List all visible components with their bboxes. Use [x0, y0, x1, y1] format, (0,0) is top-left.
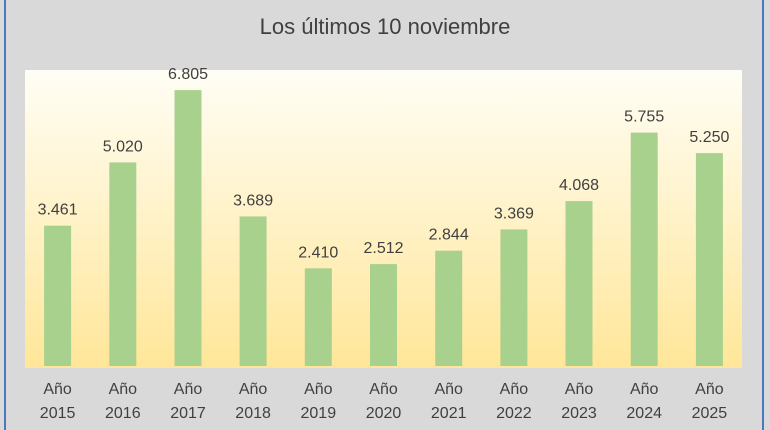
x-tick-label: Año 2019 [301, 381, 337, 422]
bar-2022 [500, 229, 528, 366]
x-tick-label: Año 2018 [235, 381, 271, 422]
data-label: 6.805 [168, 66, 208, 83]
bar-2020 [370, 264, 397, 366]
bar-2016 [109, 162, 137, 366]
x-tick-label: Año 2025 [692, 381, 728, 422]
x-tick-label: Año 2015 [40, 381, 76, 422]
bar-2019 [304, 268, 332, 366]
x-tick-label: Año 2024 [626, 381, 662, 422]
bar-2025 [695, 153, 723, 366]
x-tick-label: Año 2021 [431, 381, 467, 422]
bar-2023 [565, 201, 593, 366]
data-label: 2.844 [429, 227, 469, 244]
x-tick-label: Año 2016 [105, 381, 141, 422]
data-label: 2.410 [298, 244, 338, 261]
chart-title: Los últimos 10 noviembre [259, 14, 511, 39]
data-label: 4.068 [559, 177, 599, 194]
data-label: 2.512 [363, 240, 403, 257]
x-tick-label: Año 2017 [170, 381, 206, 422]
x-tick-label: Año 2022 [496, 381, 532, 422]
data-label: 5.250 [689, 129, 729, 146]
bar-2024 [630, 132, 658, 366]
bar-2018 [239, 216, 267, 366]
bar-2015 [44, 225, 72, 366]
x-tick-label: Año 2023 [561, 381, 597, 422]
data-label: 3.369 [494, 205, 534, 222]
x-tick-label: Año 2020 [366, 381, 402, 422]
data-label: 5.755 [624, 109, 664, 126]
data-label: 3.461 [38, 202, 78, 219]
bar-2021 [435, 250, 463, 366]
data-label: 5.020 [103, 138, 143, 155]
data-label: 3.689 [233, 192, 273, 209]
bar-2017 [174, 90, 202, 366]
